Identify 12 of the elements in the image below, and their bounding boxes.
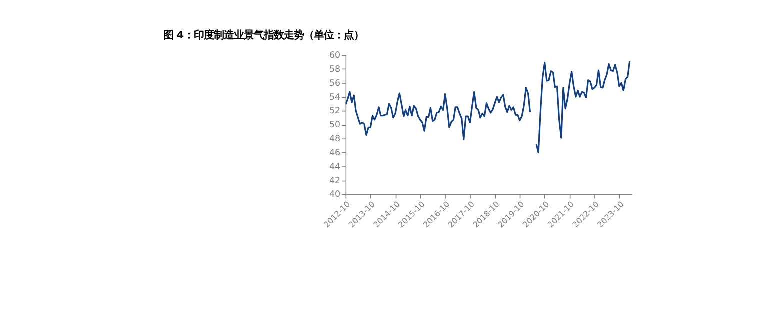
y-tick-label: 54 <box>329 92 342 103</box>
y-tick-label: 52 <box>329 106 341 117</box>
y-tick-label: 48 <box>329 134 341 145</box>
chart-title: 图 4：印度制造业景气指数走势（单位：点） <box>163 30 364 42</box>
y-tick-label: 50 <box>329 120 341 131</box>
y-tick-label: 42 <box>329 176 341 186</box>
y-tick-label: 60 <box>329 51 341 62</box>
y-tick-label: 56 <box>329 78 341 89</box>
y-tick-label: 40 <box>329 190 341 200</box>
y-tick-label: 46 <box>329 148 341 158</box>
y-tick-label: 58 <box>329 64 341 75</box>
y-tick-label: 44 <box>329 162 342 172</box>
